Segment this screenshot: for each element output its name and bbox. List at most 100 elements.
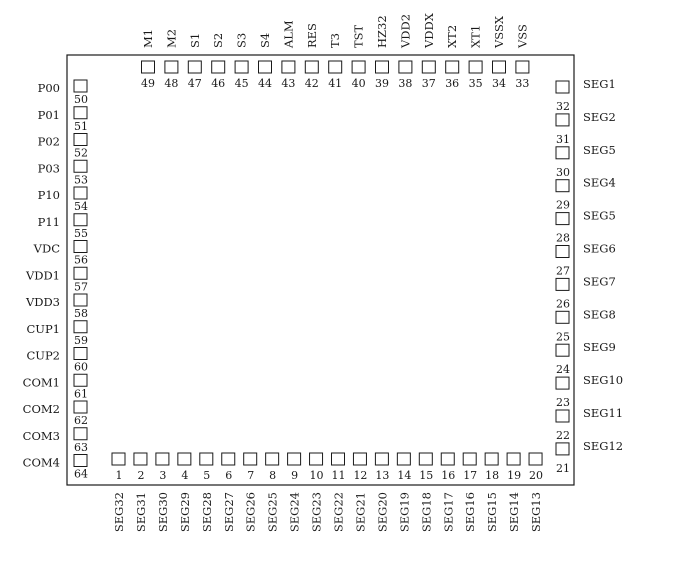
pin-pad (73, 320, 88, 334)
pin-pad (328, 60, 343, 74)
pin-name-label: VDD2 (398, 14, 412, 49)
pin-pad (555, 343, 570, 357)
pin-number: 23 (556, 396, 570, 409)
pin-number: 35 (469, 77, 483, 90)
pin-number: 50 (74, 93, 88, 106)
pin-pad (555, 146, 570, 160)
pin-name-label: SEG7 (583, 274, 616, 288)
pin-name-label: XT2 (445, 25, 459, 48)
pin-name-label: T3 (328, 33, 342, 48)
pin-name-label: CUP1 (26, 322, 60, 336)
pin-name-label: SEG25 (266, 492, 280, 532)
pin-number: 52 (74, 147, 88, 160)
pin-pad (374, 452, 389, 466)
pin-pad (73, 347, 88, 360)
pin-pad (555, 310, 570, 324)
pin-number: 22 (556, 429, 570, 442)
pin-pad (555, 409, 570, 423)
pin-pad (396, 452, 411, 466)
pin-pad (528, 452, 543, 466)
pin-number: 32 (556, 100, 570, 113)
pin-name-label: SEG5 (583, 143, 616, 157)
pin-number: 5 (203, 469, 210, 482)
pin-pad (73, 106, 88, 120)
pin-name-label: P03 (38, 161, 60, 175)
pin-number: 62 (74, 414, 88, 427)
pin-number: 12 (353, 469, 367, 482)
pin-number: 1 (116, 469, 123, 482)
pin-number: 19 (507, 469, 521, 482)
pin-name-label: SEG27 (222, 492, 236, 532)
pin-pad (468, 60, 483, 74)
pin-name-label: XT1 (469, 25, 483, 48)
pin-name-label: SEG14 (507, 492, 521, 532)
top-pin-group: 49 M1 48 M2 47 S1 46 S2 45 S3 44 S4 43 ALM 42 RES 41 T3 40… (141, 12, 530, 90)
pin-number: 39 (375, 77, 389, 90)
pin-number: 45 (235, 77, 249, 90)
pin-number: 60 (74, 361, 88, 374)
pin-pad (73, 454, 88, 467)
pin-pad (73, 213, 88, 227)
pin-number: 64 (74, 468, 88, 481)
pin-pad (555, 442, 570, 456)
pin-pad (73, 79, 88, 93)
pin-pad (375, 60, 389, 74)
pin-pad (73, 240, 88, 253)
pin-pad (281, 60, 296, 74)
pin-pad (73, 293, 88, 307)
pin-name-label: SEG24 (288, 492, 302, 532)
pin-name-label: S2 (211, 33, 225, 48)
pin-number: 54 (74, 200, 88, 213)
pin-name-label: SEG26 (244, 492, 258, 532)
pin-number: 34 (492, 77, 506, 90)
pin-name-label: P02 (38, 135, 60, 149)
pin-name-label: SEG13 (529, 492, 543, 532)
pin-pad (555, 245, 570, 258)
pin-pad (133, 452, 148, 466)
pin-name-label: SEG16 (463, 492, 477, 532)
pin-pad (211, 60, 226, 74)
pin-name-label: SEG1 (583, 77, 616, 91)
left-pin-group: 50 P00 51 P01 52 P02 53 P03 54 P10 55 P11 56 VDC 57 VDD… (23, 79, 88, 481)
pin-name-label: SEG17 (441, 492, 455, 532)
pin-name-label: SEG19 (397, 492, 411, 532)
pin-number: 13 (375, 469, 389, 482)
pin-pad (187, 60, 202, 74)
pin-name-label: CUP2 (26, 349, 60, 363)
pin-pad (164, 60, 179, 74)
pin-number: 25 (556, 330, 570, 343)
pin-name-label: SEG31 (134, 492, 148, 532)
pin-name-label: VSSX (492, 15, 506, 49)
pin-name-label: M2 (164, 29, 178, 48)
pin-name-label: COM3 (23, 429, 60, 443)
pin-number: 49 (141, 77, 155, 90)
pin-number: 30 (556, 166, 570, 179)
pin-number: 20 (529, 469, 543, 482)
pin-pad (73, 133, 88, 146)
pin-name-label: SEG30 (156, 492, 170, 532)
pin-pad (258, 60, 272, 74)
pin-name-label: VDDX (422, 12, 436, 49)
pin-pad (398, 60, 413, 74)
bottom-pin-group: 1 SEG32 2 SEG31 3 SEG30 4 SEG29 5 SEG28 6 SEG27 7 SEG… (111, 452, 543, 532)
pin-number: 47 (188, 77, 202, 90)
pin-name-label: SEG22 (332, 492, 346, 532)
pin-pad (73, 159, 88, 173)
pin-pad (111, 452, 126, 466)
chip-outline (66, 54, 575, 486)
pin-pad (155, 452, 170, 466)
pin-number: 44 (258, 77, 272, 90)
pin-name-label: RES (305, 23, 319, 48)
pin-name-label: SEG6 (583, 242, 616, 256)
pin-number: 57 (74, 280, 88, 293)
pin-pad (492, 60, 506, 74)
pin-number: 7 (247, 469, 254, 482)
pin-name-label: P00 (38, 81, 60, 95)
pin-pad (515, 60, 530, 74)
pin-pad (484, 452, 499, 466)
pin-name-label: SEG23 (310, 492, 324, 532)
pin-pad (141, 60, 155, 74)
pin-pad (199, 452, 214, 466)
pin-pad (73, 400, 88, 414)
pin-number: 18 (485, 469, 499, 482)
